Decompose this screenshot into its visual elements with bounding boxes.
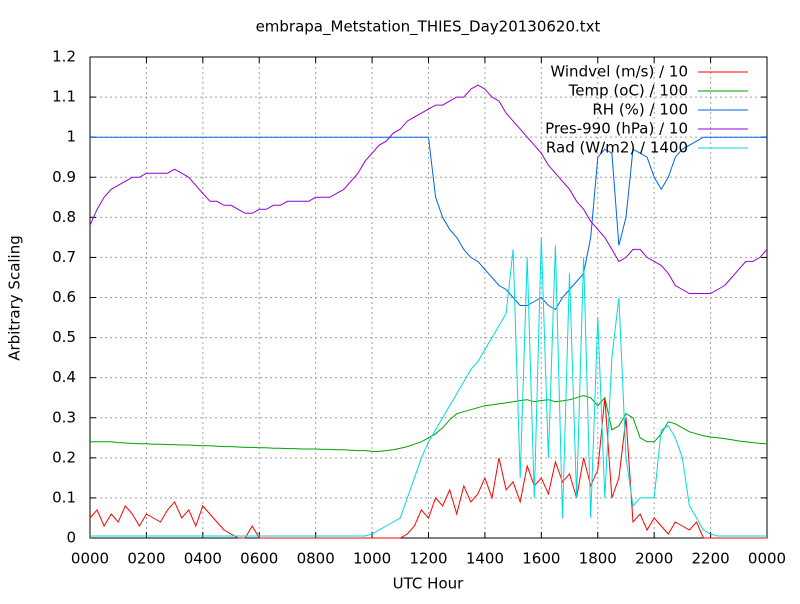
y-tick-label: 0.1 [52,488,76,506]
x-axis-label: UTC Hour [393,575,464,593]
legend-label: Temp (oC) / 100 [568,82,688,100]
x-tick-label: 0800 [297,550,335,568]
series-line [90,395,768,452]
series-line [90,237,767,537]
legend-label: Rad (W/m2) / 1400 [546,139,688,157]
y-tick-label: 1 [66,128,76,146]
y-tick-label: 1.1 [52,88,76,106]
series-line [89,397,767,539]
series-line [90,136,767,311]
x-tick-label: 1400 [466,550,504,568]
x-tick-label: 1000 [353,550,391,568]
y-tick-label: 0.2 [52,448,76,466]
y-tick-label: 0.6 [52,288,76,306]
y-tick-label: 0 [66,529,76,547]
x-tick-label: 1800 [579,550,617,568]
y-tick-label: 0.9 [52,168,76,186]
x-tick-label: 2000 [635,550,673,568]
x-tick-label: 2200 [691,550,729,568]
y-tick-label: 0.7 [52,248,76,266]
y-tick-label: 0.5 [52,328,76,346]
legend-label: RH (%) / 100 [592,101,688,119]
x-tick-label: 0000 [748,550,786,568]
y-tick-label: 0.8 [52,208,76,226]
y-tick-label: 0.4 [52,368,76,386]
x-tick-label: 0400 [184,550,222,568]
x-tick-label: 0000 [71,550,109,568]
plot-frame [89,56,768,539]
y-axis-label: Arbitrary Scaling [6,235,24,361]
x-tick-label: 0200 [127,550,165,568]
y-tick-label: 0.3 [52,408,76,426]
legend-label: Pres-990 (hPa) / 10 [545,120,688,138]
x-tick-label: 1200 [409,550,447,568]
series-line [89,84,768,294]
legend-label: Windvel (m/s) / 10 [550,63,688,81]
y-tick-label: 1.2 [52,48,76,66]
x-tick-label: 1600 [522,550,560,568]
chart-title: embrapa_Metstation_THIES_Day20130620.txt [256,18,601,37]
x-tick-label: 0600 [240,550,278,568]
